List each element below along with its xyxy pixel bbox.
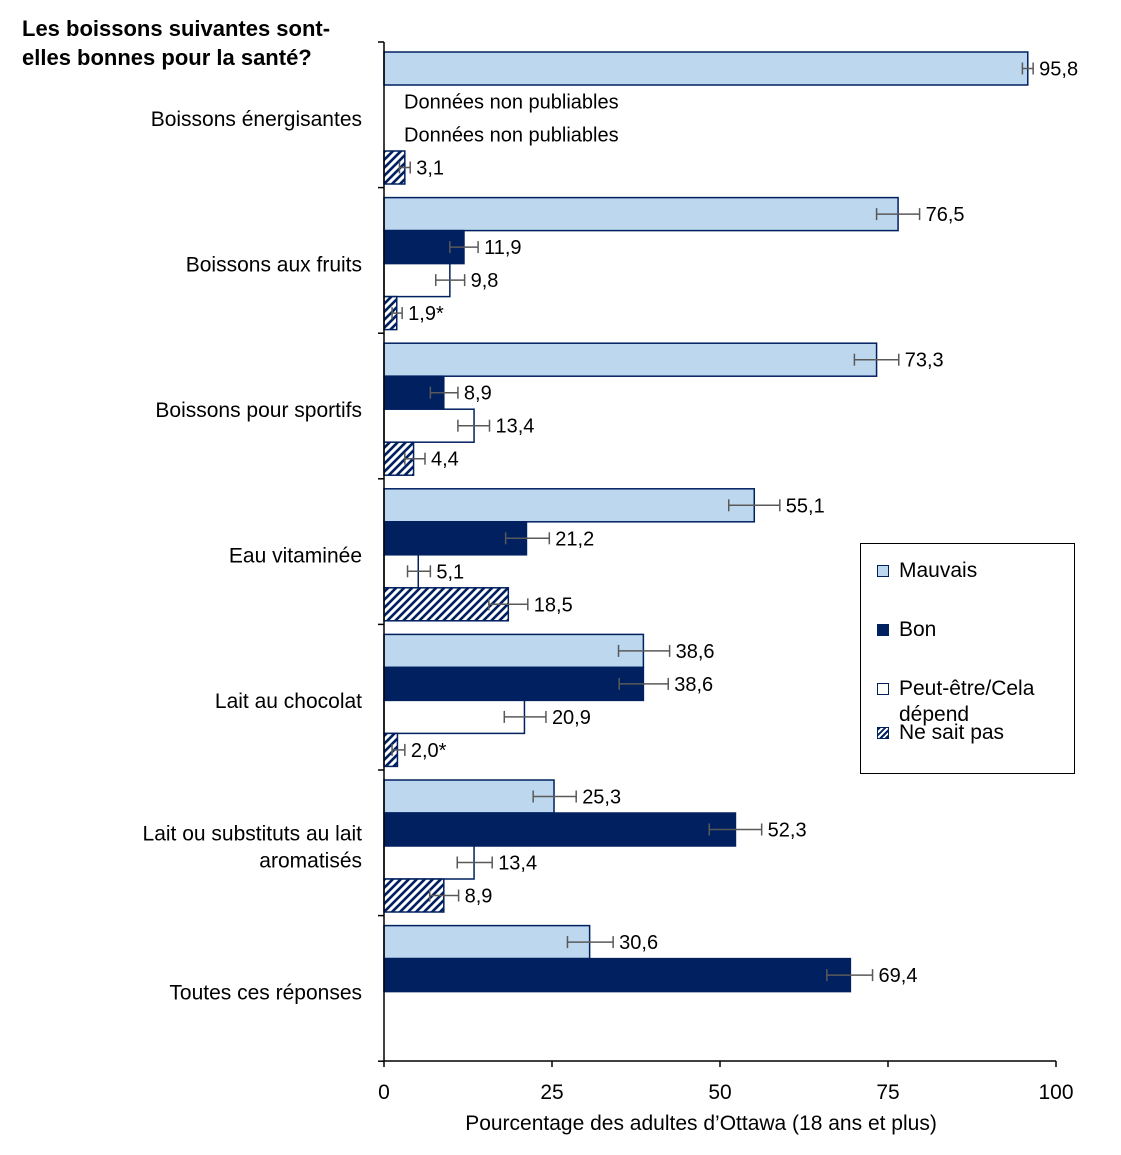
data-label-lait-ou-substituts-au-lait-aromatises-ne-sait-pas: 8,9 bbox=[465, 886, 493, 908]
category-label-boissons-pour-sportifs: Boissons pour sportifs bbox=[155, 399, 362, 422]
error-bar-boissons-aux-fruits-peut-etre-cela-depend bbox=[434, 274, 466, 287]
legend-swatch-peut-etre bbox=[877, 683, 889, 695]
bar-lait-ou-substituts-au-lait-aromatises-mauvais bbox=[383, 779, 555, 814]
bar-lait-au-chocolat-peut-etre-cela-depend bbox=[383, 699, 526, 735]
category-label-boissons-energisantes: Boissons énergisantes bbox=[151, 108, 362, 131]
error-bar-boissons-energisantes-ne-sait-pas bbox=[398, 161, 411, 174]
data-label-boissons-energisantes-mauvais: 95,8 bbox=[1039, 59, 1078, 81]
category-label-toutes-ces-reponses: Toutes ces réponses bbox=[169, 981, 362, 1004]
error-bar-boissons-energisantes-mauvais bbox=[1021, 62, 1034, 75]
x-tick-label-25: 25 bbox=[540, 1081, 563, 1104]
bar-eau-vitaminee-mauvais bbox=[383, 488, 756, 523]
error-bar-eau-vitaminee-mauvais bbox=[727, 499, 781, 512]
error-bar-lait-ou-substituts-au-lait-aromatises-peut-etre-cela-depend bbox=[456, 856, 493, 869]
bar-eau-vitaminee-ne-sait-pas bbox=[383, 587, 510, 622]
error-bar-eau-vitaminee-bon bbox=[504, 532, 551, 545]
legend-label-ne-sait-pas: Ne sait pas bbox=[899, 721, 1005, 744]
error-bar-boissons-pour-sportifs-peut-etre-cela-depend bbox=[457, 419, 491, 432]
error-bar-boissons-pour-sportifs-mauvais bbox=[853, 353, 900, 366]
data-label-lait-ou-substituts-au-lait-aromatises-bon: 52,3 bbox=[768, 820, 807, 842]
data-label-boissons-aux-fruits-ne-sait-pas: 1,9* bbox=[408, 303, 444, 325]
bar-toutes-ces-reponses-mauvais bbox=[383, 924, 591, 960]
legend-item-bon: Bon bbox=[877, 617, 1074, 643]
legend-label-peut-etre: Peut-être/Cela dépend bbox=[899, 677, 1035, 726]
error-bar-lait-au-chocolat-mauvais bbox=[617, 644, 671, 657]
category-label-boissons-aux-fruits: Boissons aux fruits bbox=[186, 253, 362, 276]
error-bar-toutes-ces-reponses-bon bbox=[826, 969, 874, 982]
bar-lait-au-chocolat-bon bbox=[383, 666, 645, 702]
data-label-boissons-aux-fruits-peut-etre-cela-depend: 9,8 bbox=[471, 270, 499, 292]
chart-title: Les boissons suivantes sont-elles bonnes… bbox=[22, 16, 331, 70]
error-bar-lait-ou-substituts-au-lait-aromatises-bon bbox=[708, 823, 763, 836]
data-label-boissons-energisantes-ne-sait-pas: 3,1 bbox=[416, 158, 444, 180]
data-label-lait-au-chocolat-bon: 38,6 bbox=[674, 674, 713, 696]
bars-layer: 95,8 Données non publiables Données non pu… bbox=[383, 51, 1078, 993]
data-label-boissons-aux-fruits-bon: 11,9 bbox=[484, 237, 521, 259]
error-bar-lait-au-chocolat-bon bbox=[618, 677, 670, 690]
data-label-boissons-pour-sportifs-ne-sait-pas: 4,4 bbox=[431, 449, 459, 471]
data-label-lait-au-chocolat-mauvais: 38,6 bbox=[676, 641, 715, 663]
data-label-eau-vitaminee-mauvais: 55,1 bbox=[786, 495, 825, 517]
data-label-boissons-pour-sportifs-mauvais: 73,3 bbox=[905, 350, 944, 372]
x-tick-label-50: 50 bbox=[708, 1081, 731, 1104]
bar-toutes-ces-reponses-bon bbox=[383, 957, 852, 993]
legend-item-peut-etre: Peut-être/Cela dépend bbox=[877, 676, 1074, 728]
legend-swatch-ne-sait-pas bbox=[877, 727, 889, 739]
bar-lait-ou-substituts-au-lait-aromatises-bon bbox=[383, 812, 737, 847]
x-tick-label-0: 0 bbox=[378, 1081, 390, 1104]
legend-label-mauvais: Mauvais bbox=[899, 559, 978, 582]
category-label-lait-ou-substituts-au-lait-aromatises: Lait ou substituts au lait aromatisés bbox=[143, 822, 363, 872]
error-bar-eau-vitaminee-ne-sait-pas bbox=[488, 598, 529, 611]
legend: Mauvais Bon Peut-être/Cela dépend Ne sai… bbox=[860, 543, 1075, 774]
legend-item-ne-sait-pas: Ne sait pas bbox=[877, 720, 1074, 746]
category-label-eau-vitaminee: Eau vitaminée bbox=[229, 545, 362, 568]
data-label-eau-vitaminee-ne-sait-pas: 18,5 bbox=[534, 594, 573, 616]
error-bar-lait-au-chocolat-peut-etre-cela-depend bbox=[503, 710, 547, 723]
error-bar-toutes-ces-reponses-mauvais bbox=[566, 936, 614, 949]
bar-lait-au-chocolat-mauvais bbox=[383, 633, 645, 669]
data-label-boissons-aux-fruits-mauvais: 76,5 bbox=[926, 204, 965, 226]
error-bar-boissons-pour-sportifs-bon bbox=[429, 386, 459, 399]
legend-item-mauvais: Mauvais bbox=[877, 558, 1074, 584]
bar-label-boissons-energisantes-bon: Données non publiables bbox=[404, 92, 619, 114]
x-tick-label-75: 75 bbox=[876, 1081, 899, 1104]
category-label-lait-au-chocolat: Lait au chocolat bbox=[215, 690, 362, 713]
legend-label-bon: Bon bbox=[899, 618, 937, 641]
data-label-toutes-ces-reponses-mauvais: 30,6 bbox=[619, 932, 658, 954]
data-label-boissons-pour-sportifs-peut-etre-cela-depend: 13,4 bbox=[496, 416, 535, 438]
bar-boissons-aux-fruits-mauvais bbox=[383, 196, 899, 232]
error-bar-lait-ou-substituts-au-lait-aromatises-ne-sait-pas bbox=[428, 889, 460, 902]
data-label-eau-vitaminee-peut-etre-cela-depend: 5,1 bbox=[436, 561, 464, 583]
data-label-lait-ou-substituts-au-lait-aromatises-mauvais: 25,3 bbox=[582, 787, 621, 809]
legend-swatch-mauvais bbox=[877, 565, 889, 577]
data-label-lait-ou-substituts-au-lait-aromatises-peut-etre-cela-depend: 13,4 bbox=[498, 853, 537, 875]
error-bar-lait-ou-substituts-au-lait-aromatises-mauvais bbox=[532, 790, 577, 803]
error-bar-eau-vitaminee-peut-etre-cela-depend bbox=[406, 565, 432, 578]
x-axis-title: Pourcentage des adultes d’Ottawa (18 ans… bbox=[465, 1112, 937, 1135]
data-label-eau-vitaminee-bon: 21,2 bbox=[555, 528, 594, 550]
data-label-lait-au-chocolat-ne-sait-pas: 2,0* bbox=[411, 740, 447, 762]
error-bar-boissons-aux-fruits-bon bbox=[449, 241, 479, 254]
error-bar-boissons-pour-sportifs-ne-sait-pas bbox=[404, 452, 426, 465]
error-bar-lait-au-chocolat-ne-sait-pas bbox=[391, 743, 406, 756]
data-label-boissons-pour-sportifs-bon: 8,9 bbox=[464, 383, 492, 405]
x-tick-label-100: 100 bbox=[1038, 1081, 1073, 1104]
axis-layer: Boissons énergisantes Boissons aux fruits… bbox=[143, 41, 1074, 1104]
bar-boissons-pour-sportifs-mauvais bbox=[383, 342, 878, 377]
data-label-toutes-ces-reponses-bon: 69,4 bbox=[879, 965, 918, 987]
data-label-lait-au-chocolat-peut-etre-cela-depend: 20,9 bbox=[552, 707, 591, 729]
legend-swatch-bon bbox=[877, 624, 889, 636]
error-bar-boissons-aux-fruits-ne-sait-pas bbox=[391, 307, 403, 320]
error-bar-boissons-aux-fruits-mauvais bbox=[875, 208, 921, 221]
bar-label-boissons-energisantes-peut-etre-cela-depend: Données non publiables bbox=[404, 125, 619, 147]
bar-boissons-energisantes-mauvais bbox=[383, 51, 1029, 86]
